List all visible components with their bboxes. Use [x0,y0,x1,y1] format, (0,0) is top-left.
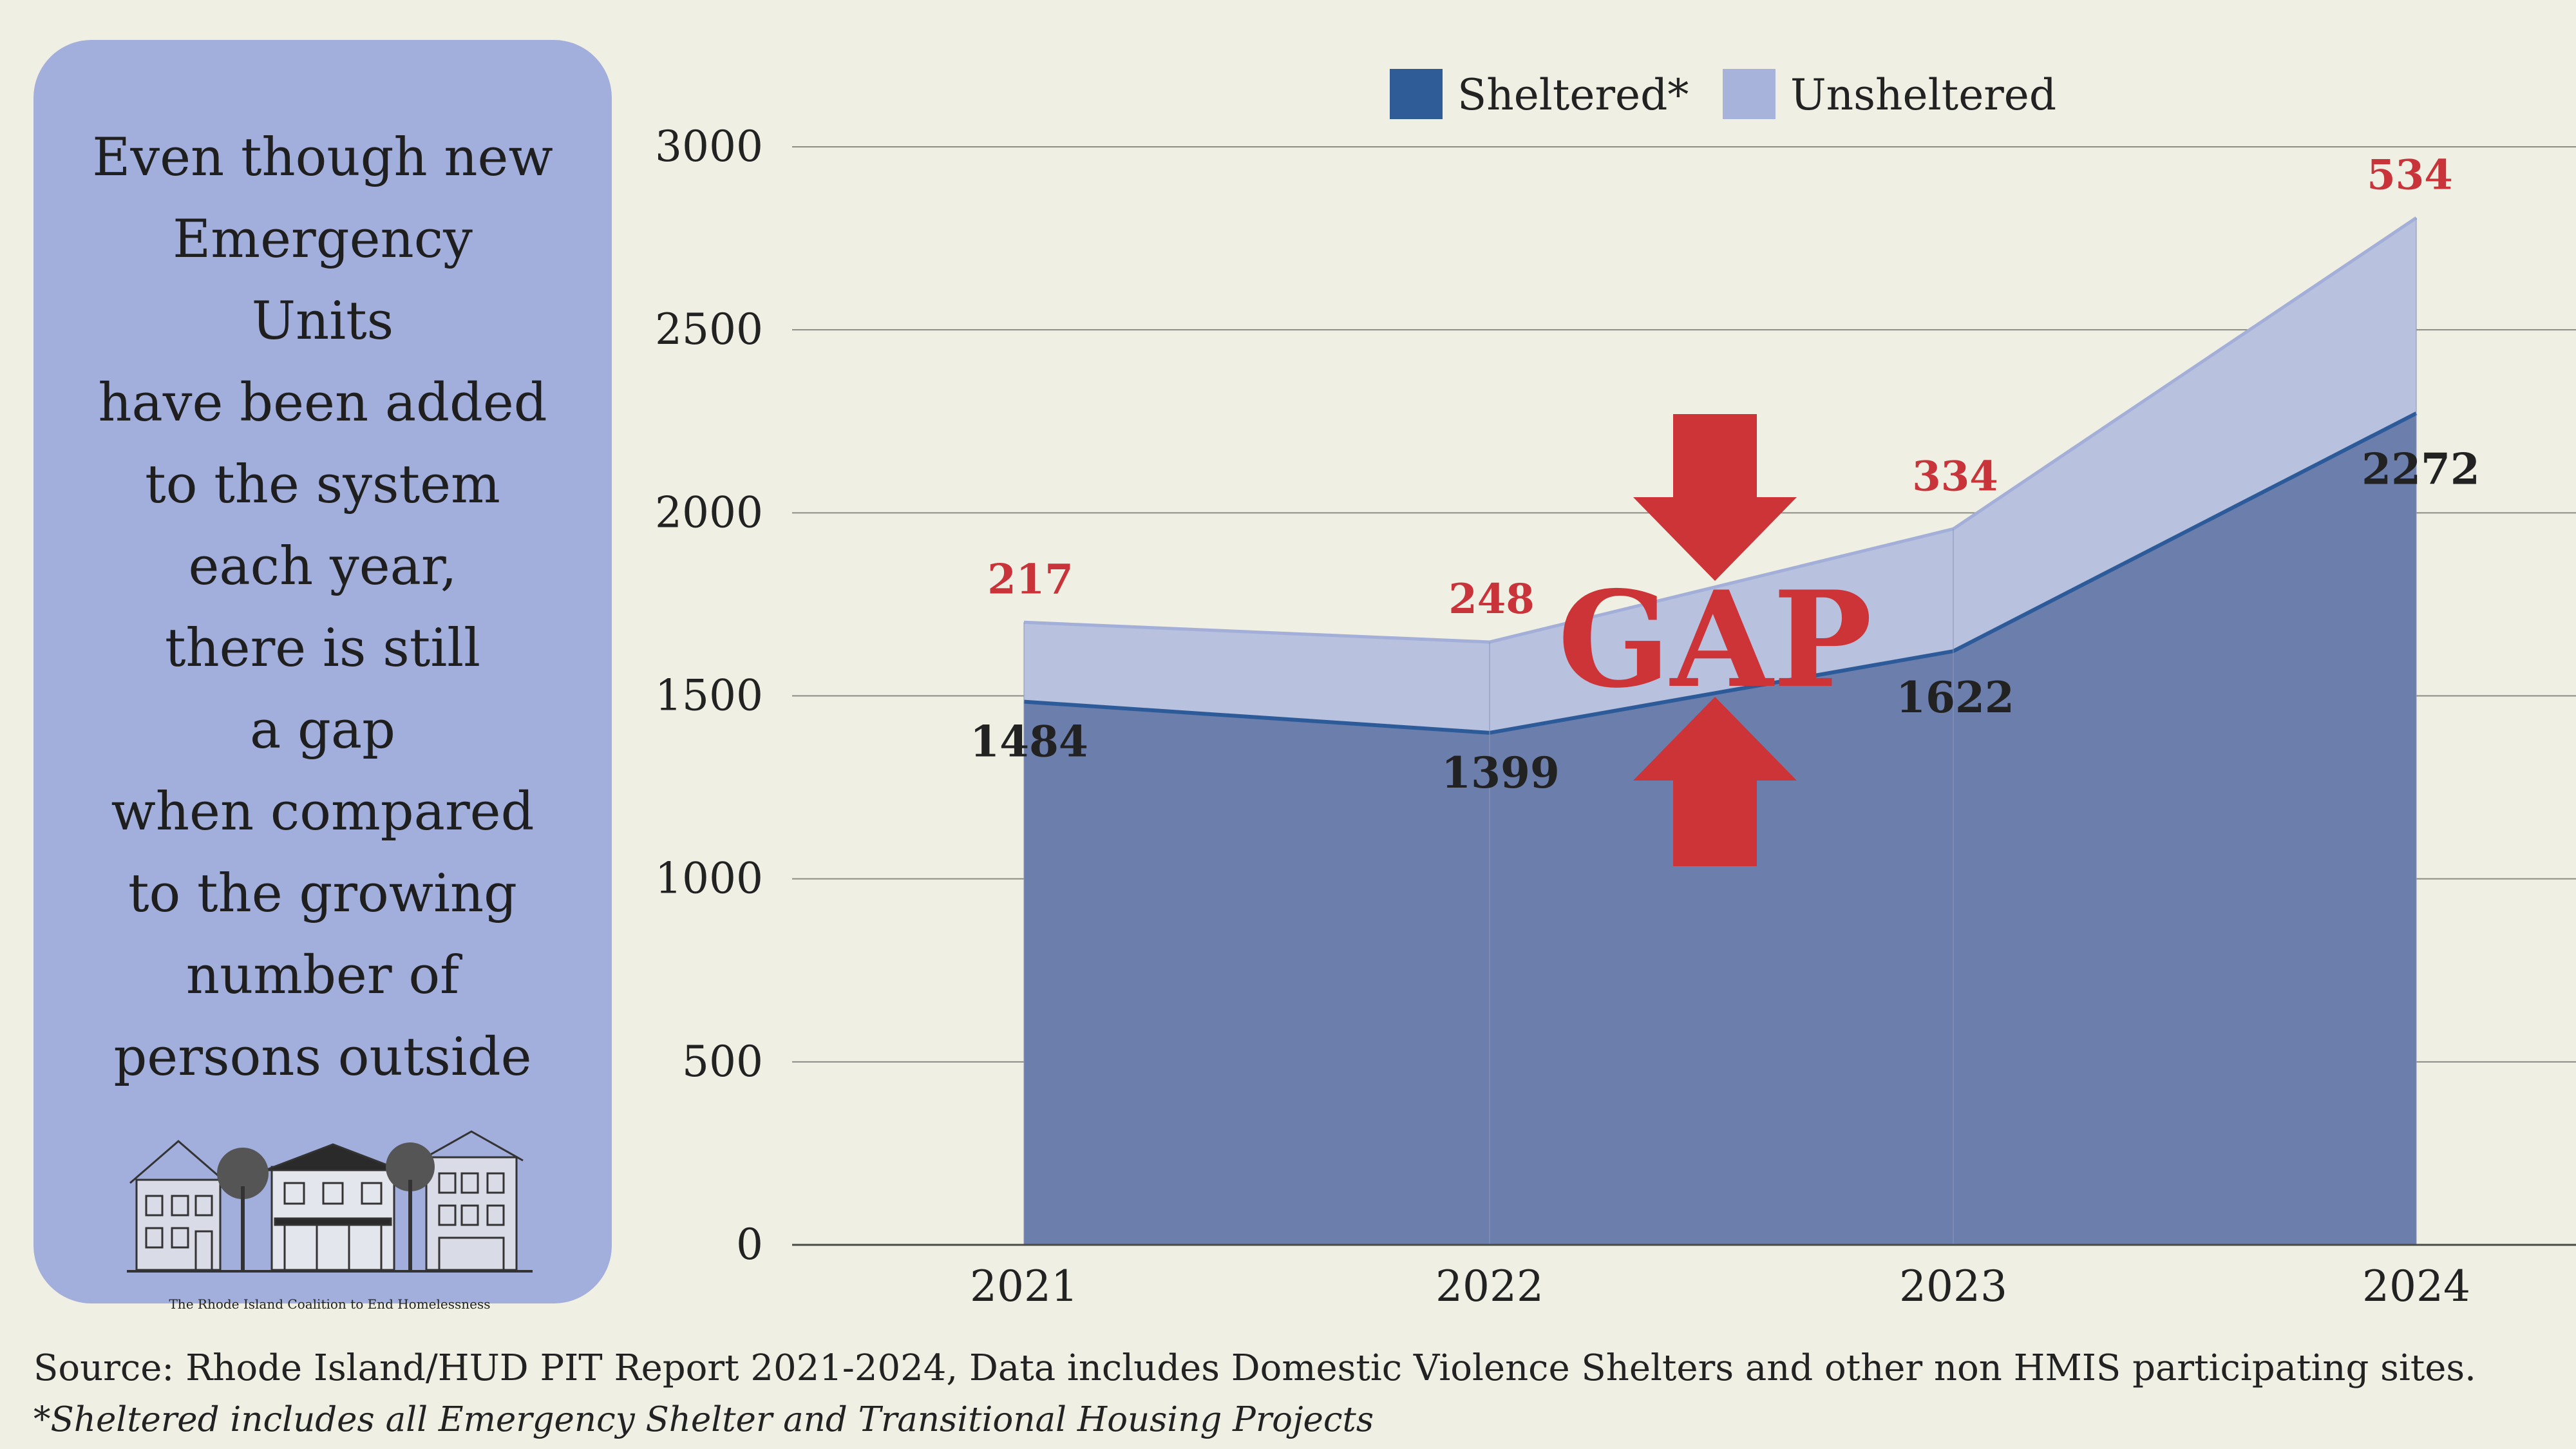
y-tick-label: 1000 [655,854,763,904]
x-tick-label: 2023 [1899,1262,2007,1311]
y-tick-label: 3000 [655,122,763,171]
message-line: to the system [145,455,500,515]
x-tick-label: 2021 [970,1262,1078,1311]
line-sheltered [1023,412,2418,735]
legend-swatch [1390,69,1443,119]
data-label-sheltered: 1484 [970,717,1088,767]
footnote: *Sheltered includes all Emergency Shelte… [33,1400,1374,1439]
down-arrow-icon [1633,414,1797,581]
area-unsheltered [1024,218,2416,733]
legend-label: Unsheltered [1790,70,2056,120]
y-tick-label: 2500 [655,305,763,354]
line-unsheltered [1023,216,2418,644]
x-tick-label: 2022 [1435,1262,1544,1311]
up-arrow-icon [1633,697,1797,866]
message-line: persons outside [113,1027,532,1088]
side-panel: Even though new Emergency Units have bee… [33,40,612,1312]
data-label-sheltered: 1622 [1896,672,2014,723]
data-label-unsheltered: 248 [1448,575,1535,623]
y-tick-label: 2000 [655,488,763,537]
legend-swatch [1723,69,1776,119]
data-label-unsheltered: 534 [2367,151,2453,199]
message-line: have been added [98,373,547,433]
y-tick-label: 1500 [655,671,763,721]
y-tick-label: 0 [736,1220,763,1269]
data-label-unsheltered: 334 [1912,452,1998,500]
gap-label: GAP [1558,563,1872,717]
footer: Source: Rhode Island/HUD PIT Report 2021… [33,1343,2571,1446]
legend-label: Sheltered* [1457,70,1689,120]
message-line: when compared [111,782,535,842]
axes: 0 500 1000 1500 2000 2500 3000 2021 2022 2023 2024 [655,122,2576,1311]
message-line: a gap [249,700,396,761]
data-label-unsheltered: 217 [987,555,1074,603]
message-line: number of [185,945,460,1006]
message-line: there is still [164,618,481,679]
message-line: Emergency [173,209,473,270]
data-label-sheltered: 1399 [1441,748,1560,798]
message-line: to the growing [128,864,518,924]
message-line: Even though new [92,128,553,188]
gap-annotation: GAP [1558,414,1872,866]
logo-caption: The Rhode Island Coalition to End Homele… [169,1296,490,1312]
side-panel-message: Even though new Emergency Units have bee… [33,117,612,1099]
x-tick-label: 2024 [2362,1262,2470,1311]
message-line: each year, [188,536,457,597]
coalition-logo: The Rhode Island Coalition to End Homele… [127,1130,533,1312]
legend: Sheltered* Unsheltered [1390,69,2056,120]
message-line: Units [251,291,394,352]
source-note: Source: Rhode Island/HUD PIT Report 2021… [33,1347,2476,1389]
data-label-sheltered: 2272 [2362,444,2480,495]
data-labels: 1484 1399 1622 2272 217 248 334 534 [970,151,2480,798]
y-tick-label: 500 [682,1037,763,1086]
